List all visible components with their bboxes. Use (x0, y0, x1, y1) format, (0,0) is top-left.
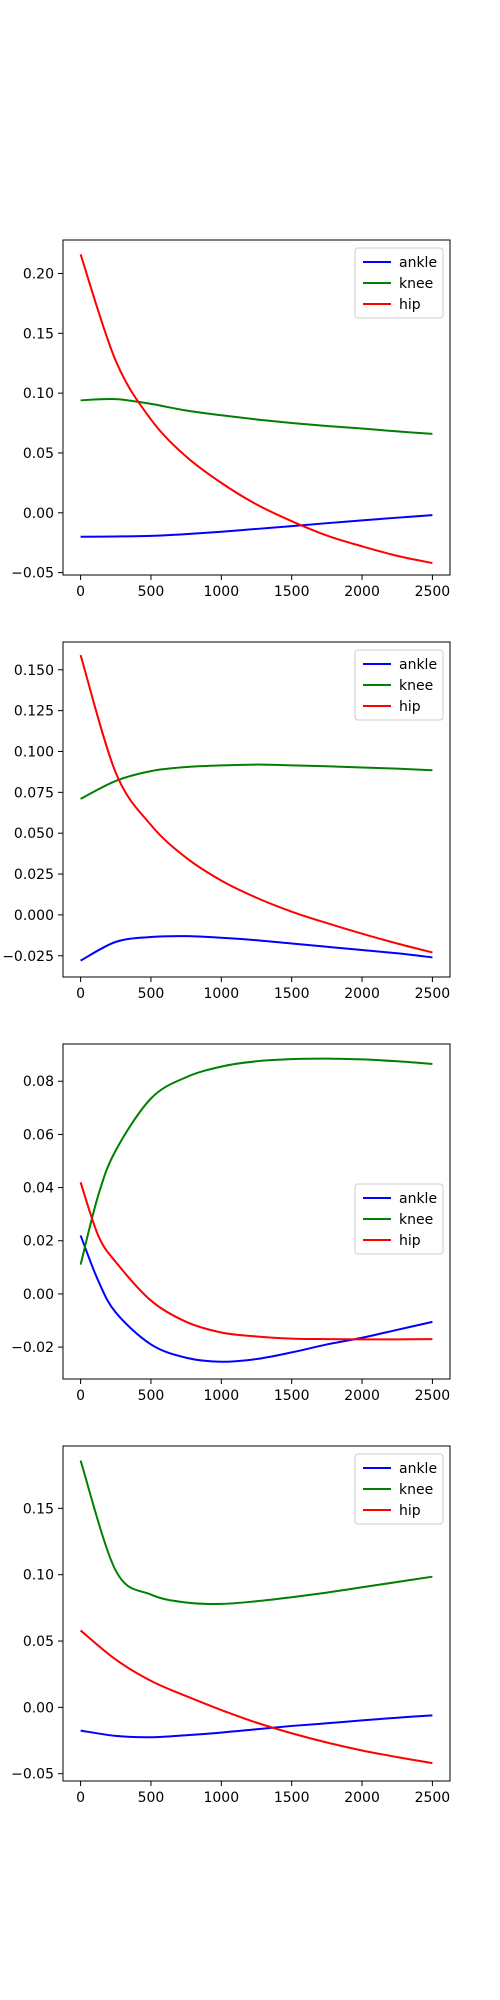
x-tick-label: 0 (76, 986, 85, 1002)
legend-label-hip: hip (399, 699, 421, 715)
x-tick-label: 2000 (344, 986, 380, 1002)
series-line-ankle (79, 1235, 433, 1363)
series-line-knee (79, 1057, 433, 1265)
x-tick-label: 0 (76, 1388, 85, 1404)
x-tick-label: 2000 (344, 1790, 380, 1806)
y-tick-label: 0.15 (23, 1501, 54, 1517)
axes-frame (62, 641, 451, 978)
y-tick-label: 0.05 (23, 1634, 54, 1650)
legend-box (354, 1183, 444, 1255)
y-tick-label: −0.05 (11, 566, 54, 582)
chart-panel-2: 0 500 1000 1500 2000 2500 −0.025 0.000 0.025 0.05… (2, 641, 451, 1002)
series-line-knee (80, 763, 433, 800)
legend-box (354, 1453, 444, 1525)
y-tick-label: 0.025 (14, 867, 54, 883)
legend-label-ankle: ankle (399, 1191, 437, 1207)
legend: ankle knee hip (354, 1453, 444, 1525)
chart-panel-1: 0 500 1000 1500 2000 2500 −0.05 0.00 0.05 0.10 0.1… (11, 239, 451, 600)
x-tick-label: 2000 (344, 584, 380, 600)
y-tick-label: 0.08 (23, 1074, 54, 1090)
legend-label-knee: knee (399, 1212, 433, 1228)
legend: ankle knee hip (354, 649, 444, 721)
x-tick-label: 1000 (203, 584, 239, 600)
legend-label-hip: hip (399, 1503, 421, 1519)
legend: ankle knee hip (354, 247, 444, 319)
y-tick-label: 0.00 (23, 1287, 54, 1303)
x-tick-label: 500 (138, 986, 165, 1002)
x-tick-label: 500 (138, 1388, 165, 1404)
y-tick-label: 0.150 (14, 663, 54, 679)
x-tick-label: 1000 (203, 1388, 239, 1404)
y-tick-label: 0.10 (23, 1568, 54, 1584)
y-tick-label: 0.125 (14, 704, 54, 720)
x-tick-label: 2500 (415, 1790, 451, 1806)
y-tick-label: 0.075 (14, 785, 54, 801)
y-tick-label: 0.00 (23, 506, 54, 522)
series-line-ankle (80, 935, 433, 962)
y-tick-label: −0.025 (2, 949, 54, 965)
y-tick-label: −0.02 (11, 1340, 54, 1356)
series-line-knee (79, 1460, 433, 1605)
x-tick-label: 0 (76, 584, 85, 600)
legend: ankle knee hip (354, 1183, 444, 1255)
x-tick-label: 1500 (274, 584, 310, 600)
x-tick-label: 0 (76, 1790, 85, 1806)
legend-label-knee: knee (399, 1482, 433, 1498)
x-tick-label: 1000 (203, 986, 239, 1002)
legend-box (354, 649, 444, 721)
axes-frame (62, 1043, 451, 1380)
x-tick-label: 1000 (203, 1790, 239, 1806)
y-tick-label: 0.100 (14, 744, 54, 760)
legend-label-knee: knee (399, 678, 433, 694)
y-tick-label: 0.02 (23, 1234, 54, 1250)
y-tick-label: 0.04 (23, 1181, 54, 1197)
series-line-ankle (80, 514, 433, 538)
x-tick-label: 500 (138, 1790, 165, 1806)
axes-frame (62, 1445, 451, 1782)
y-tick-label: 0.05 (23, 446, 54, 462)
series-line-hip (79, 1181, 433, 1341)
x-tick-label: 500 (138, 584, 165, 600)
y-tick-label: 0.00 (23, 1700, 54, 1716)
x-tick-label: 1500 (274, 1790, 310, 1806)
legend-label-ankle: ankle (399, 1461, 437, 1477)
axes-frame (62, 239, 451, 576)
chart-panel-3: 0 500 1000 1500 2000 2500 −0.02 0.00 0.02 0.04 0.0… (11, 1043, 451, 1404)
x-tick-label: 2000 (344, 1388, 380, 1404)
legend-label-ankle: ankle (399, 255, 437, 271)
x-tick-label: 2500 (415, 584, 451, 600)
x-tick-label: 1500 (274, 986, 310, 1002)
y-tick-label: 0.10 (23, 386, 54, 402)
legend-box (354, 247, 444, 319)
y-tick-label: 0.15 (23, 326, 54, 342)
x-tick-label: 1500 (274, 1388, 310, 1404)
legend-label-hip: hip (399, 297, 421, 313)
chart-panel-4: 0 500 1000 1500 2000 2500 −0.05 0.00 0.05 0.10 0.1… (11, 1445, 451, 1806)
y-tick-label: 0.000 (14, 908, 54, 924)
y-tick-label: −0.05 (11, 1767, 54, 1783)
legend-label-knee: knee (399, 276, 433, 292)
series-line-hip (79, 254, 433, 565)
legend-label-ankle: ankle (399, 657, 437, 673)
x-tick-label: 2500 (415, 1388, 451, 1404)
legend-label-hip: hip (399, 1233, 421, 1249)
series-line-hip (79, 654, 433, 954)
y-tick-label: 0.06 (23, 1127, 54, 1143)
series-line-hip (79, 1629, 433, 1765)
series-line-ankle (80, 1714, 433, 1739)
series-line-knee (80, 398, 433, 435)
y-tick-label: 0.20 (23, 267, 54, 283)
y-tick-label: 0.050 (14, 826, 54, 842)
x-tick-label: 2500 (415, 986, 451, 1002)
